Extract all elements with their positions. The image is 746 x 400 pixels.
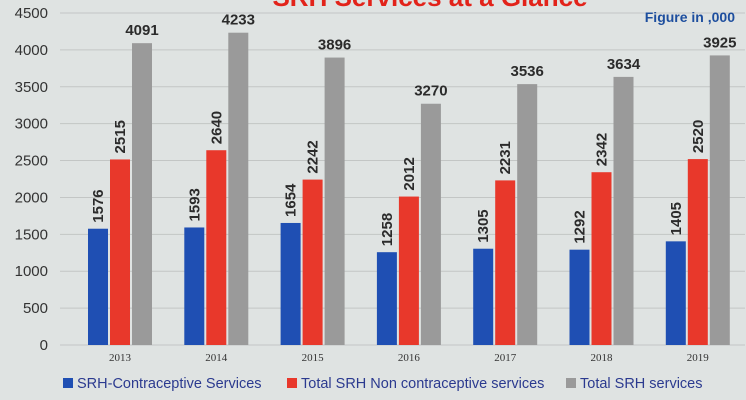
bar	[687, 159, 708, 345]
y-tick-label: 4000	[15, 42, 48, 59]
data-label: 4233	[222, 12, 255, 29]
bar	[613, 76, 634, 346]
bar	[420, 103, 441, 345]
x-tick-label: 2017	[494, 352, 517, 364]
bar	[569, 249, 590, 345]
data-label: 1576	[90, 189, 107, 222]
bar	[376, 252, 397, 345]
data-label: 1305	[475, 209, 492, 242]
data-label: 2242	[305, 140, 322, 173]
y-tick-label: 3500	[15, 79, 48, 96]
data-label: 2640	[208, 111, 225, 144]
data-label: 2342	[594, 133, 611, 166]
bars: 1576 2515 4091 1593 2640 4233 1654 2242 3896 1258…	[88, 12, 736, 346]
bar	[206, 150, 227, 345]
data-label: 3896	[318, 37, 351, 54]
data-label: 3536	[511, 63, 544, 80]
data-label: 1258	[379, 213, 396, 246]
y-tick-label: 1500	[15, 226, 48, 243]
y-tick-label: 0	[40, 337, 48, 354]
data-label: 1292	[572, 210, 589, 243]
bar	[473, 248, 494, 345]
y-axis: 0 500 1000 1500 2000 2500 3000 3500 4000 4500	[15, 5, 48, 354]
legend-label: Total SRH Non contraceptive services	[301, 376, 544, 392]
legend-swatch	[63, 378, 73, 388]
y-tick-label: 2000	[15, 189, 48, 206]
bar	[591, 172, 612, 345]
y-tick-label: 1000	[15, 263, 48, 280]
data-label: 4091	[125, 22, 158, 39]
chart-title: SRH Services at a Glance	[272, 0, 587, 12]
legend-label: Total SRH services	[580, 376, 702, 392]
data-label: 2012	[401, 157, 418, 190]
x-tick-label: 2019	[687, 352, 710, 364]
bar	[88, 228, 108, 345]
bar	[665, 241, 686, 345]
data-label: 2520	[690, 120, 707, 153]
bar	[324, 57, 345, 346]
data-label: 3634	[607, 56, 641, 73]
bar	[132, 43, 152, 345]
y-tick-label: 500	[23, 300, 48, 317]
units-note: Figure in ,000	[645, 9, 735, 25]
x-tick-label: 2016	[398, 352, 421, 364]
bar	[184, 227, 205, 345]
bar	[517, 84, 538, 346]
data-label: 2515	[112, 120, 129, 153]
x-axis: 2013 2014 2015 2016 2017 2018 2019	[109, 352, 709, 364]
data-label: 1593	[186, 188, 203, 221]
data-label: 1405	[668, 202, 685, 235]
y-tick-label: 4500	[15, 5, 48, 22]
bar	[398, 196, 419, 345]
legend: SRH-Contraceptive Services Total SRH Non …	[63, 376, 702, 392]
bar	[495, 180, 516, 345]
x-tick-label: 2015	[302, 352, 325, 364]
y-tick-label: 2500	[15, 153, 48, 170]
data-label: 2231	[497, 141, 514, 174]
bar	[709, 55, 730, 346]
bar	[228, 32, 249, 345]
y-tick-label: 3000	[15, 116, 48, 133]
legend-swatch	[566, 378, 576, 388]
legend-label: SRH-Contraceptive Services	[77, 376, 262, 392]
bar	[302, 179, 323, 345]
data-label: 3270	[414, 83, 447, 100]
x-tick-label: 2018	[591, 352, 614, 364]
data-label: 3925	[703, 34, 736, 51]
bar	[280, 222, 301, 345]
x-tick-label: 2013	[109, 352, 132, 364]
bar	[110, 159, 130, 345]
x-tick-label: 2014	[205, 352, 228, 364]
legend-swatch	[287, 378, 297, 388]
data-label: 1654	[283, 183, 300, 217]
